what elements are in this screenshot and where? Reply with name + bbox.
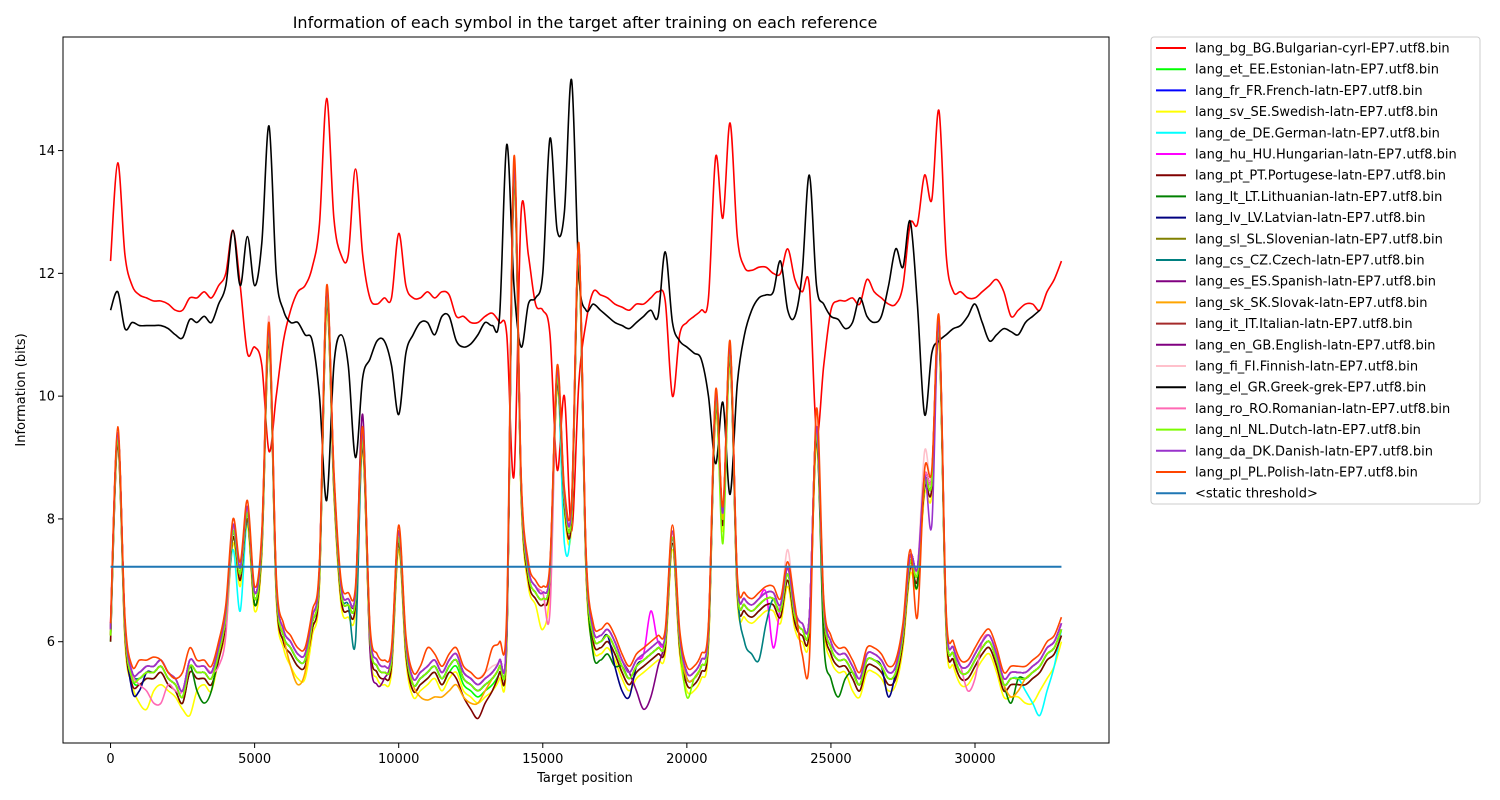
legend-label: lang_nl_NL.Dutch-latn-EP7.utf8.bin	[1195, 423, 1421, 438]
x-tick-label: 15000	[522, 752, 563, 767]
y-axis-ticks: 6 8 10 12 14	[38, 144, 63, 650]
y-tick-label: 8	[47, 512, 55, 527]
series-lines	[109, 78, 1063, 720]
x-tick-label: 30000	[954, 752, 995, 767]
legend-label: lang_en_GB.English-latn-EP7.utf8.bin	[1195, 338, 1436, 353]
y-tick-label: 12	[38, 267, 55, 282]
series-line-0	[109, 97, 1063, 533]
x-axis-label: Target position	[536, 771, 633, 786]
chart-title: Information of each symbol in the target…	[293, 13, 878, 32]
legend-label: lang_it_IT.Italian-latn-EP7.utf8.bin	[1195, 317, 1413, 332]
legend-label: lang_lv_LV.Latvian-latn-EP7.utf8.bin	[1195, 211, 1426, 226]
series-line-16	[109, 78, 1041, 502]
legend-label: lang_lt_LT.Lithuanian-latn-EP7.utf8.bin	[1195, 190, 1442, 205]
y-tick-label: 10	[38, 390, 55, 405]
legend-label: lang_el_GR.Greek-grek-EP7.utf8.bin	[1195, 381, 1426, 396]
legend-label: lang_pt_PT.Portugese-latn-EP7.utf8.bin	[1195, 169, 1446, 184]
legend-label: lang_es_ES.Spanish-latn-EP7.utf8.bin	[1195, 275, 1436, 290]
legend-label: lang_da_DK.Danish-latn-EP7.utf8.bin	[1195, 444, 1433, 459]
legend-label: lang_hu_HU.Hungarian-latn-EP7.utf8.bin	[1195, 148, 1457, 163]
x-tick-label: 25000	[810, 752, 851, 767]
legend-label: lang_et_EE.Estonian-latn-EP7.utf8.bin	[1195, 63, 1439, 78]
legend-label: lang_de_DE.German-latn-EP7.utf8.bin	[1195, 126, 1440, 141]
x-tick-label: 20000	[666, 752, 707, 767]
x-tick-label: 10000	[378, 752, 419, 767]
legend-label: lang_pl_PL.Polish-latn-EP7.utf8.bin	[1195, 466, 1418, 481]
series-line-20	[109, 154, 1063, 680]
legend-label: lang_cs_CZ.Czech-latn-EP7.utf8.bin	[1195, 254, 1425, 269]
legend: lang_bg_BG.Bulgarian-cyrl-EP7.utf8.binla…	[1150, 36, 1481, 505]
legend-label: lang_bg_BG.Bulgarian-cyrl-EP7.utf8.bin	[1195, 42, 1450, 57]
legend-label: lang_sv_SE.Swedish-latn-EP7.utf8.bin	[1195, 105, 1438, 120]
legend-label: lang_sk_SK.Slovak-latn-EP7.utf8.bin	[1195, 296, 1427, 311]
y-tick-label: 14	[38, 144, 55, 159]
legend-label: <static threshold>	[1195, 487, 1318, 502]
legend-label: lang_ro_RO.Romanian-latn-EP7.utf8.bin	[1195, 402, 1450, 417]
x-tick-label: 5000	[238, 752, 271, 767]
legend-label: lang_fr_FR.French-latn-EP7.utf8.bin	[1195, 84, 1423, 99]
legend-label: lang_fi_FI.Finnish-latn-EP7.utf8.bin	[1195, 360, 1418, 375]
y-axis-label: Information (bits)	[14, 333, 29, 446]
x-axis-ticks: 0 5000 10000 15000 20000 25000 30000	[106, 743, 996, 767]
x-tick-label: 0	[106, 752, 114, 767]
y-tick-label: 6	[47, 635, 55, 650]
legend-box	[1150, 36, 1481, 505]
legend-label: lang_sl_SL.Slovenian-latn-EP7.utf8.bin	[1195, 232, 1443, 247]
